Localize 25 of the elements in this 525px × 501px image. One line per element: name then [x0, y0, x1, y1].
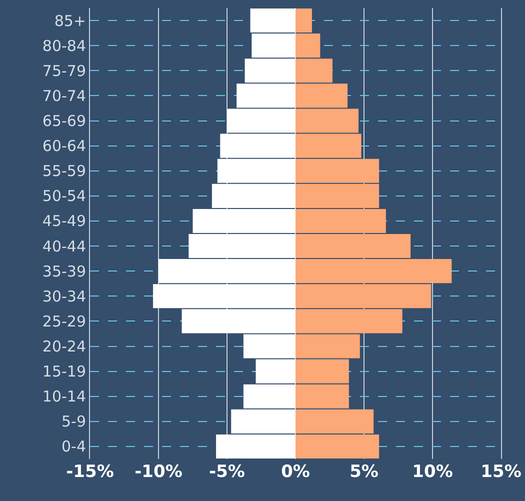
x-tick-label: -10%	[134, 462, 182, 482]
x-tick-label: 0%	[281, 462, 310, 482]
y-tick-label: 30-34	[42, 287, 86, 306]
x-tick-label: -5%	[209, 462, 245, 482]
y-tick-label: 10-14	[42, 388, 86, 406]
y-tick-label: 5-9	[62, 412, 86, 431]
x-tick-label: 5%	[350, 462, 378, 482]
y-tick-label: 75-79	[42, 62, 86, 80]
x-tick-label: 15%	[480, 462, 522, 482]
x-tick-label: 10%	[412, 462, 453, 482]
y-tick-label: 55-59	[42, 162, 86, 180]
y-tick-label: 80-84	[42, 36, 86, 55]
y-tick-label: 15-19	[42, 362, 86, 381]
y-tick-label: 70-74	[42, 86, 86, 105]
y-tick-label: 25-29	[42, 312, 86, 330]
x-tick-label: -15%	[66, 462, 114, 482]
y-tick-label: 20-24	[42, 338, 86, 356]
y-tick-label: 40-44	[42, 237, 86, 256]
y-tick-label: 0-4	[62, 438, 86, 456]
y-tick-label: 65-69	[42, 112, 86, 130]
y-tick-label: 60-64	[42, 137, 86, 156]
y-tick-label: 35-39	[42, 262, 86, 280]
y-tick-label: 45-49	[42, 212, 86, 230]
y-tick-label: 85+	[54, 12, 86, 30]
y-tick-label: 50-54	[42, 187, 86, 206]
